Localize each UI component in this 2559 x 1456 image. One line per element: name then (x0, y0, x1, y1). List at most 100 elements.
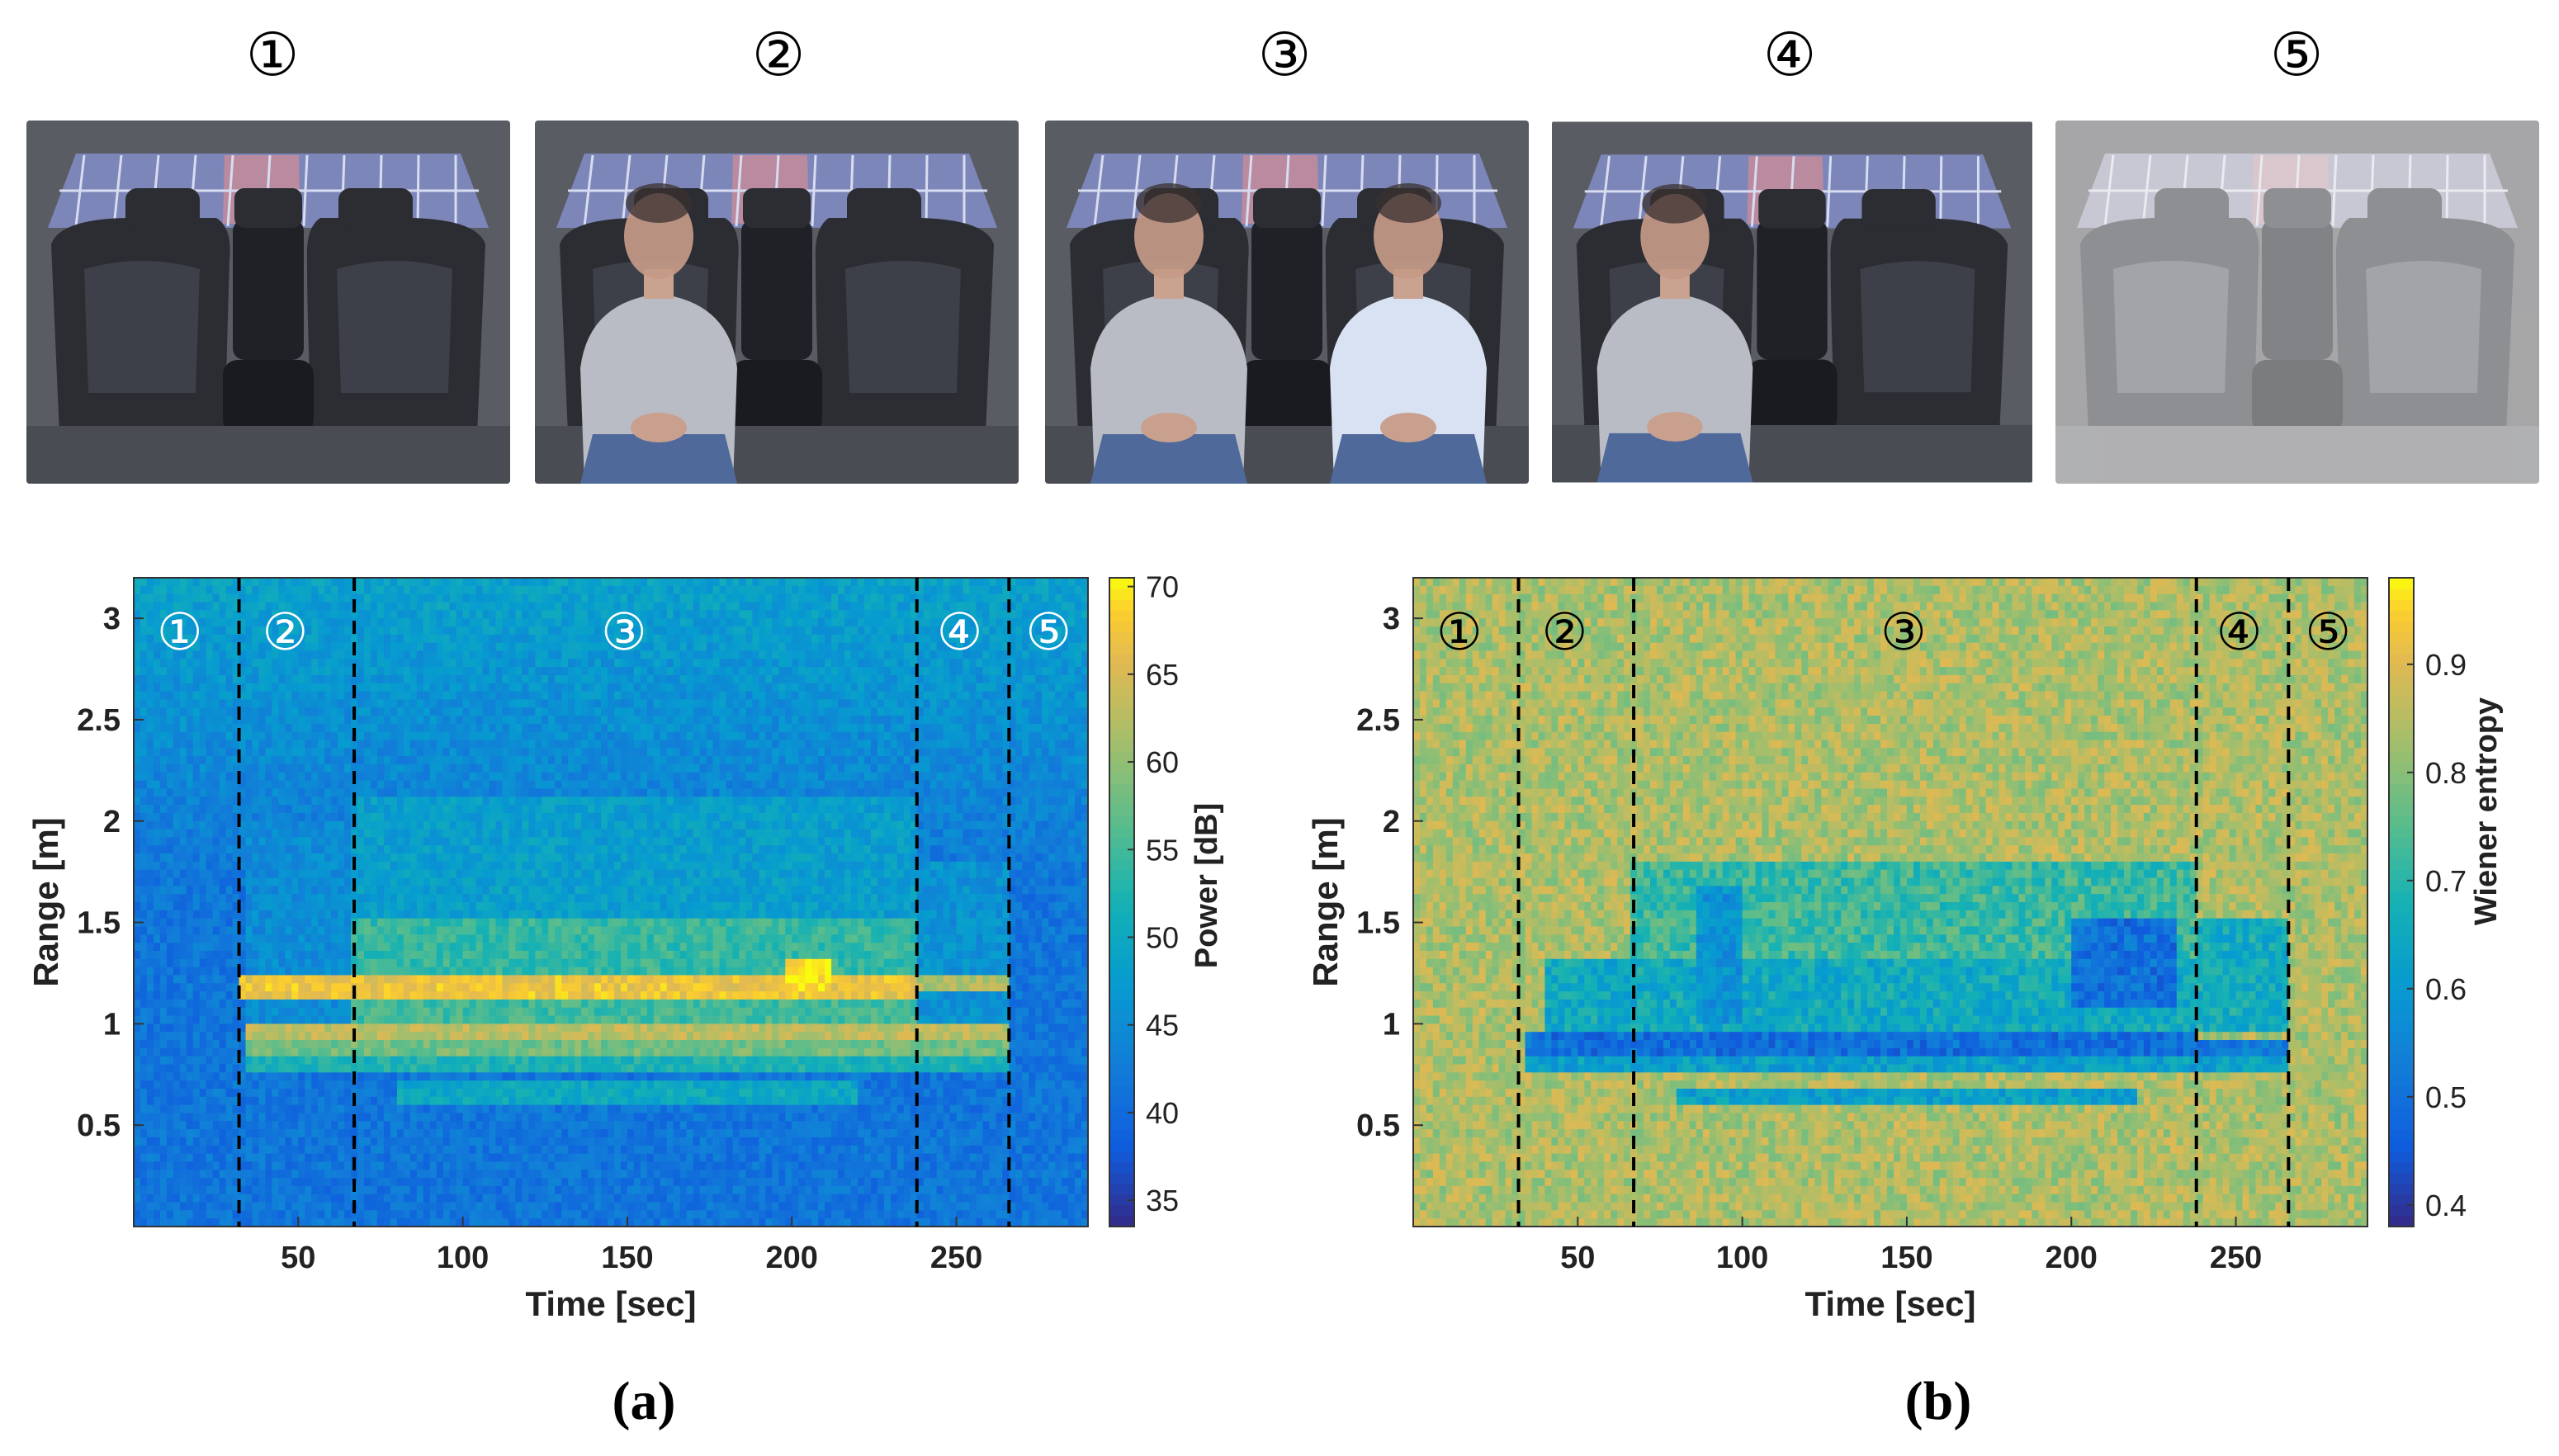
heatmap-cell (489, 748, 497, 757)
heatmap-cell (475, 1161, 484, 1170)
heatmap-cell (462, 1104, 471, 1114)
heatmap-cell (298, 950, 305, 960)
heatmap-cell (535, 780, 542, 790)
heatmap-cell (442, 1096, 451, 1106)
heatmap-cell (265, 1137, 273, 1146)
heatmap-cell (324, 1064, 332, 1073)
heatmap-cell (245, 1153, 253, 1162)
heatmap-cell (199, 659, 207, 668)
heatmap-cell (502, 1015, 510, 1024)
heatmap-cell (173, 869, 181, 879)
heatmap-cell (502, 877, 510, 886)
heatmap-cell (331, 626, 338, 636)
heatmap-cell (475, 772, 484, 782)
heatmap-cell (206, 967, 214, 976)
heatmap-cell (291, 1080, 299, 1090)
heatmap-cell (232, 950, 240, 960)
heatmap-cell (502, 1096, 510, 1106)
heatmap-cell (140, 699, 148, 708)
heatmap-cell (291, 1153, 299, 1162)
heatmap-cell (166, 1113, 174, 1122)
heatmap-cell (528, 1080, 536, 1090)
heatmap-cell (324, 902, 332, 911)
heatmap-cell (153, 1104, 161, 1114)
heatmap-cell (344, 610, 352, 619)
heatmap-cell (192, 1218, 201, 1227)
heatmap-cell (245, 1047, 253, 1057)
heatmap-cell (489, 1170, 497, 1179)
heatmap-cell (239, 659, 247, 668)
heatmap-cell (298, 1194, 305, 1203)
heatmap-cell (357, 1194, 365, 1203)
heatmap-cell (338, 1121, 345, 1130)
heatmap-cell (396, 667, 404, 676)
heatmap-cell (364, 667, 371, 676)
heatmap-cell (166, 845, 174, 854)
heatmap-cell (542, 674, 549, 684)
heatmap-cell (528, 1015, 536, 1024)
heatmap-cell (442, 1015, 451, 1024)
heatmap-cell (199, 812, 207, 822)
heatmap-cell (344, 894, 352, 903)
heatmap-cell (278, 650, 286, 659)
heatmap-cell (376, 642, 385, 652)
heatmap-cell (225, 877, 234, 886)
heatmap-cell (495, 853, 504, 863)
heatmap-cell (318, 1145, 325, 1155)
heatmap-cell (542, 578, 549, 587)
heatmap-cell (265, 820, 273, 830)
heatmap-cell (206, 991, 214, 1000)
heatmap-cell (376, 723, 385, 733)
heatmap-cell (535, 869, 542, 879)
heatmap-cell (528, 877, 536, 886)
heatmap-cell (429, 1185, 438, 1195)
heatmap-cell (140, 691, 148, 700)
heatmap-cell (159, 602, 168, 611)
heatmap-cell (285, 763, 292, 773)
heatmap-cell (376, 1129, 385, 1138)
heatmap-cell (495, 1072, 504, 1081)
heatmap-cell (351, 610, 358, 619)
heatmap-cell (159, 991, 168, 1000)
heatmap-cell (508, 820, 516, 830)
heatmap-cell (403, 585, 411, 595)
heatmap-cell (338, 1088, 345, 1098)
heatmap-cell (225, 837, 234, 846)
heatmap-cell (396, 1104, 404, 1114)
heatmap-cell (232, 853, 240, 863)
heatmap-cell (173, 1032, 181, 1041)
heatmap-cell (489, 691, 497, 700)
heatmap-cell (206, 894, 214, 903)
heatmap-cell (495, 780, 504, 790)
heatmap-cell (298, 1113, 305, 1122)
heatmap-cell (291, 1047, 299, 1057)
heatmap-cell (232, 772, 240, 782)
heatmap-cell (331, 877, 338, 886)
heatmap-cell (153, 886, 161, 895)
heatmap-cell (456, 983, 464, 992)
heatmap-cell (199, 1202, 207, 1211)
heatmap-cell (449, 886, 457, 895)
heatmap-cell (173, 1056, 181, 1066)
heatmap-cell (442, 1161, 451, 1170)
heatmap-cell (291, 634, 299, 644)
heatmap-cell (140, 1153, 148, 1162)
heatmap-cell (134, 934, 141, 943)
heatmap-cell (515, 1153, 523, 1162)
heatmap-cell (416, 772, 424, 782)
heatmap-cell (462, 772, 471, 782)
heatmap-cell (166, 642, 174, 652)
heatmap-cell (186, 918, 194, 928)
heatmap-cell (311, 610, 319, 619)
heatmap-cell (482, 926, 490, 935)
heatmap-cell (232, 1137, 240, 1146)
heatmap-cell (456, 999, 464, 1009)
heatmap-cell (252, 650, 260, 659)
heatmap-cell (495, 1096, 504, 1106)
heatmap-cell (469, 1015, 477, 1024)
heatmap-cell (140, 1023, 148, 1033)
heatmap-cell (502, 1194, 510, 1203)
heatmap-cell (199, 1072, 207, 1081)
heatmap-cell (186, 967, 194, 976)
heatmap-cell (449, 1178, 457, 1187)
